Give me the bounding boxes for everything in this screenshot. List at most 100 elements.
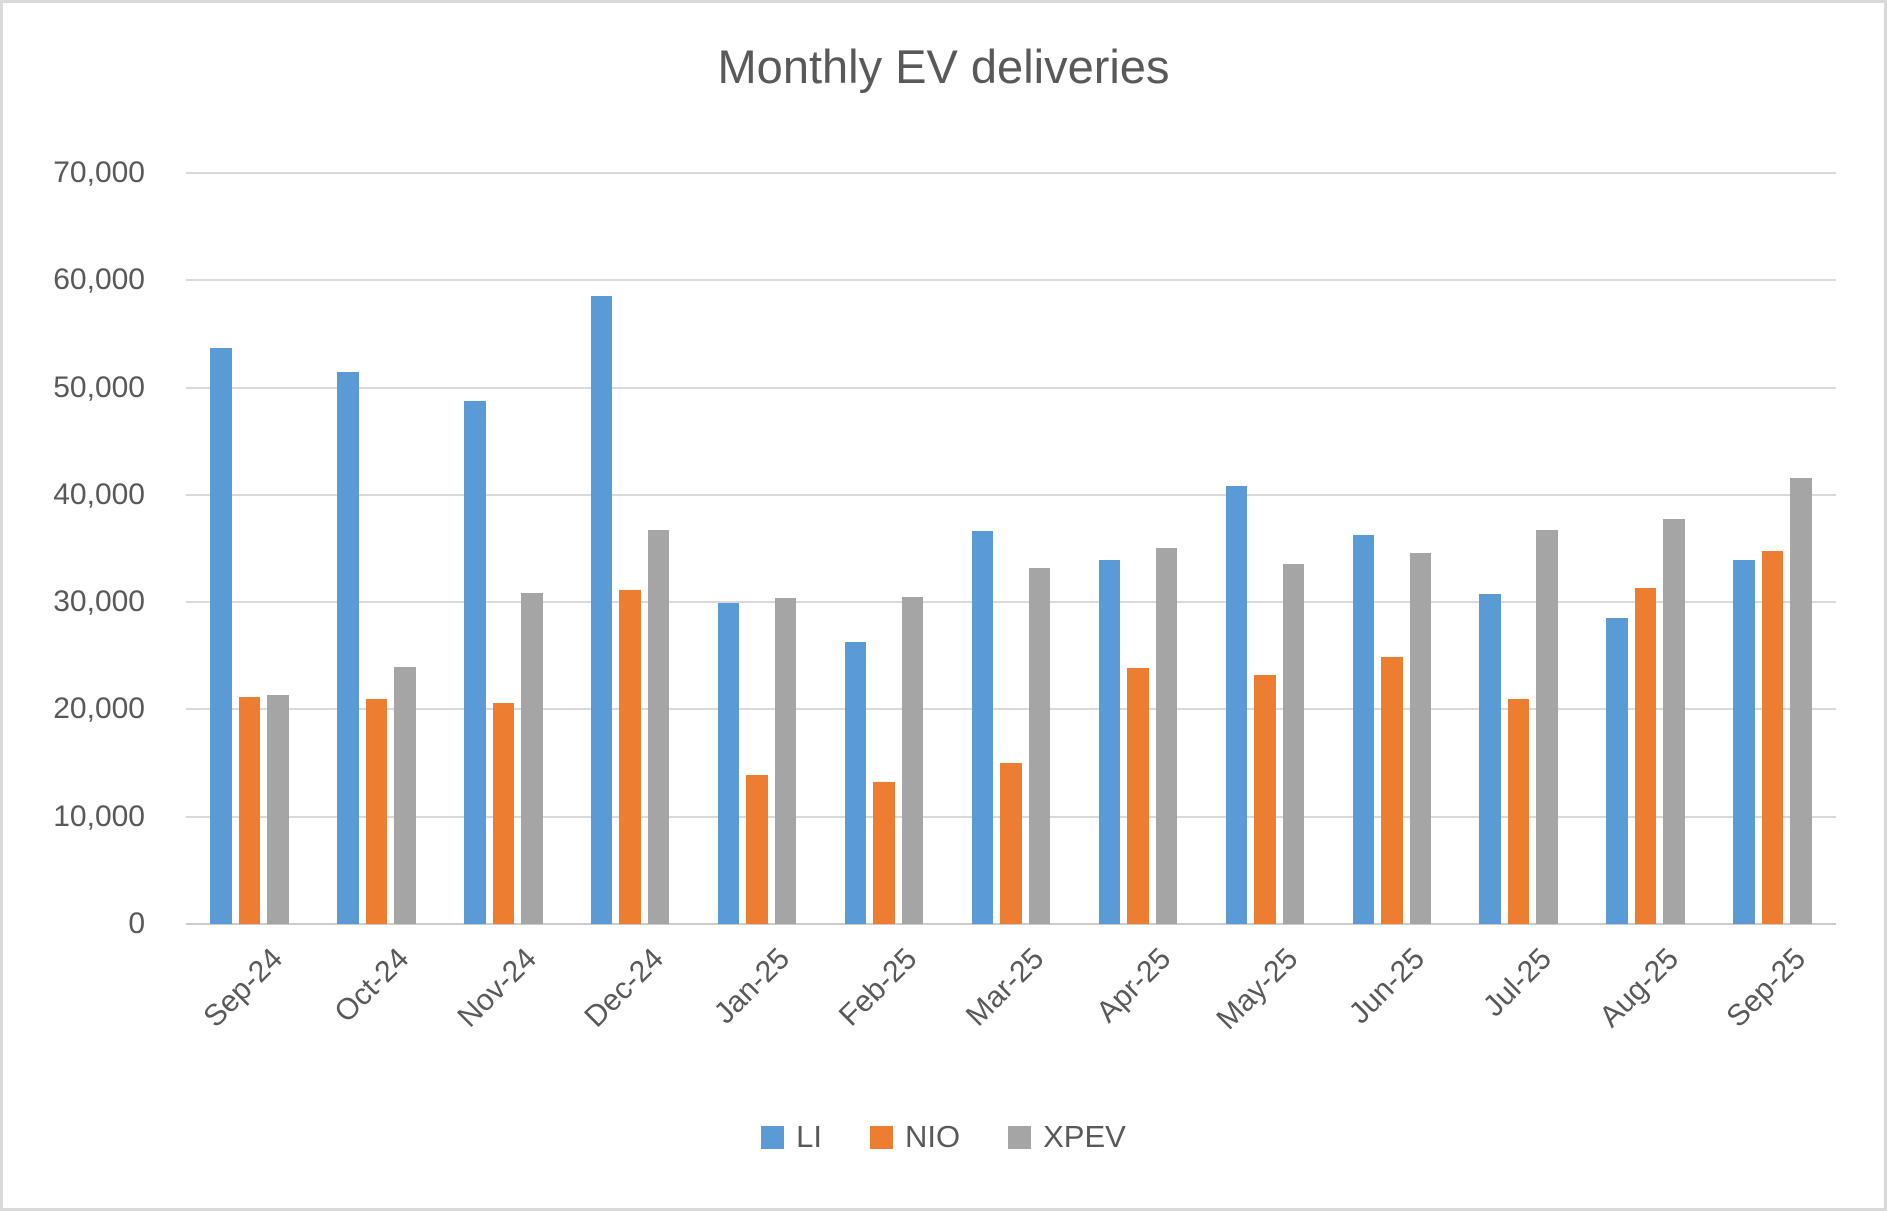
gridline-30000 — [186, 601, 1836, 604]
bar-group-aug-25 — [1582, 173, 1709, 924]
x-axis-label-jun-25: Jun-25 — [1342, 942, 1432, 1031]
x-axis-label-jan-25: Jan-25 — [708, 942, 797, 1031]
x-label-slot-apr-25: Apr-25 — [1074, 924, 1201, 1074]
gridline-50000 — [186, 386, 1836, 389]
x-axis-label-dec-24: Dec-24 — [577, 942, 670, 1034]
bar-group-jul-25 — [1455, 173, 1582, 924]
bar-nio-dec-24[interactable] — [619, 589, 641, 924]
gridline-40000 — [186, 493, 1836, 496]
gridline-60000 — [186, 279, 1836, 282]
bar-nio-may-25[interactable] — [1254, 674, 1276, 924]
bar-group-sep-25 — [1709, 173, 1836, 924]
bar-nio-apr-25[interactable] — [1127, 667, 1149, 924]
bar-nio-oct-24[interactable] — [365, 698, 388, 924]
bar-li-jun-25[interactable] — [1352, 534, 1374, 924]
bar-group-mar-25 — [948, 173, 1075, 924]
bar-xpev-sep-24[interactable] — [267, 694, 289, 924]
bar-nio-mar-25[interactable] — [1000, 762, 1022, 924]
x-axis-label-may-25: May-25 — [1210, 942, 1305, 1037]
legend-swatch-li — [761, 1125, 785, 1149]
x-label-slot-sep-24: Sep-24 — [186, 924, 313, 1074]
x-axis-label-mar-25: Mar-25 — [959, 942, 1051, 1033]
legend-item-nio[interactable]: NIO — [870, 1119, 960, 1155]
bar-xpev-nov-24[interactable] — [521, 592, 543, 924]
bar-group-oct-24 — [313, 173, 440, 924]
y-tick-label-10000: 10,000 — [53, 799, 145, 833]
bar-nio-aug-25[interactable] — [1634, 588, 1657, 924]
bar-xpev-apr-25[interactable] — [1155, 548, 1178, 924]
legend-item-li[interactable]: LI — [761, 1119, 822, 1155]
x-label-slot-nov-24: Nov-24 — [440, 924, 567, 1074]
bar-li-sep-25[interactable] — [1733, 559, 1755, 924]
legend-item-xpev[interactable]: XPEV — [1008, 1119, 1126, 1155]
legend-swatch-xpev — [1008, 1125, 1032, 1149]
bar-group-nov-24 — [440, 173, 567, 924]
bar-nio-sep-24[interactable] — [238, 696, 261, 924]
x-axis-label-aug-25: Aug-25 — [1593, 942, 1685, 1034]
bar-xpev-sep-25[interactable] — [1790, 477, 1812, 924]
bar-li-jan-25[interactable] — [717, 602, 740, 924]
x-axis-label-sep-24: Sep-24 — [197, 942, 289, 1034]
x-axis-label-sep-25: Sep-25 — [1720, 942, 1812, 1034]
x-axis-label-feb-25: Feb-25 — [832, 942, 924, 1033]
bar-li-jul-25[interactable] — [1479, 594, 1501, 924]
bar-xpev-mar-25[interactable] — [1028, 567, 1051, 924]
bar-group-may-25 — [1201, 173, 1328, 924]
y-tick-label-60000: 60,000 — [53, 263, 145, 297]
bar-nio-jul-25[interactable] — [1507, 698, 1530, 924]
x-axis-label-jul-25: Jul-25 — [1476, 942, 1559, 1024]
bar-group-jan-25 — [694, 173, 821, 924]
x-axis: Sep-24 Oct-24 Nov-24 Dec-24 Jan-25 Feb-25 Mar-… — [186, 924, 1836, 1074]
legend-swatch-nio — [870, 1125, 893, 1149]
bar-group-dec-24 — [567, 173, 694, 924]
bar-xpev-aug-25[interactable] — [1663, 519, 1685, 924]
x-label-slot-jul-25: Jul-25 — [1455, 924, 1582, 1074]
bar-xpev-may-25[interactable] — [1282, 564, 1305, 924]
x-label-slot-oct-24: Oct-24 — [313, 924, 440, 1074]
legend: LI NIO XPEV — [3, 1119, 1884, 1155]
y-tick-label-20000: 20,000 — [53, 692, 145, 726]
bar-xpev-jan-25[interactable] — [774, 598, 797, 924]
y-tick-label-40000: 40,000 — [53, 477, 145, 511]
y-tick-label-0: 0 — [128, 907, 145, 940]
y-tick-label-70000: 70,000 — [53, 156, 145, 189]
bar-li-oct-24[interactable] — [337, 372, 359, 924]
bar-li-feb-25[interactable] — [844, 642, 867, 924]
bar-nio-jan-25[interactable] — [746, 775, 768, 924]
bar-li-nov-24[interactable] — [464, 401, 486, 924]
bar-nio-feb-25[interactable] — [873, 782, 895, 924]
x-label-slot-mar-25: Mar-25 — [948, 924, 1075, 1074]
gridline-70000 — [186, 172, 1836, 174]
bar-xpev-oct-24[interactable] — [394, 667, 416, 924]
bar-xpev-jun-25[interactable] — [1409, 552, 1431, 924]
legend-label-li: LI — [796, 1119, 822, 1154]
bar-li-may-25[interactable] — [1225, 485, 1248, 924]
bar-group-sep-24 — [186, 173, 313, 924]
bar-group-jun-25 — [1328, 173, 1455, 924]
bar-li-sep-24[interactable] — [210, 347, 232, 924]
bar-nio-sep-25[interactable] — [1761, 551, 1784, 924]
bar-nio-nov-24[interactable] — [492, 703, 515, 924]
bar-xpev-jul-25[interactable] — [1536, 530, 1558, 924]
legend-label-xpev: XPEV — [1043, 1119, 1126, 1154]
bar-nio-jun-25[interactable] — [1381, 656, 1403, 924]
x-label-slot-sep-25: Sep-25 — [1709, 924, 1836, 1074]
x-label-slot-dec-24: Dec-24 — [567, 924, 694, 1074]
bar-li-aug-25[interactable] — [1606, 617, 1628, 924]
bar-xpev-dec-24[interactable] — [647, 530, 670, 924]
x-axis-label-oct-24: Oct-24 — [328, 942, 416, 1029]
plot-area — [186, 172, 1836, 925]
x-label-slot-jun-25: Jun-25 — [1328, 924, 1455, 1074]
bar-group-feb-25 — [821, 173, 948, 924]
bar-xpev-feb-25[interactable] — [901, 597, 924, 924]
x-label-slot-jan-25: Jan-25 — [694, 924, 821, 1074]
x-label-slot-may-25: May-25 — [1201, 924, 1328, 1074]
gridline-20000 — [186, 708, 1836, 711]
x-axis-label-apr-25: Apr-25 — [1090, 942, 1178, 1030]
bar-group-apr-25 — [1074, 173, 1201, 924]
legend-label-nio: NIO — [905, 1119, 961, 1154]
bar-li-apr-25[interactable] — [1098, 559, 1121, 924]
bar-li-mar-25[interactable] — [971, 530, 994, 924]
bar-li-dec-24[interactable] — [590, 296, 613, 924]
